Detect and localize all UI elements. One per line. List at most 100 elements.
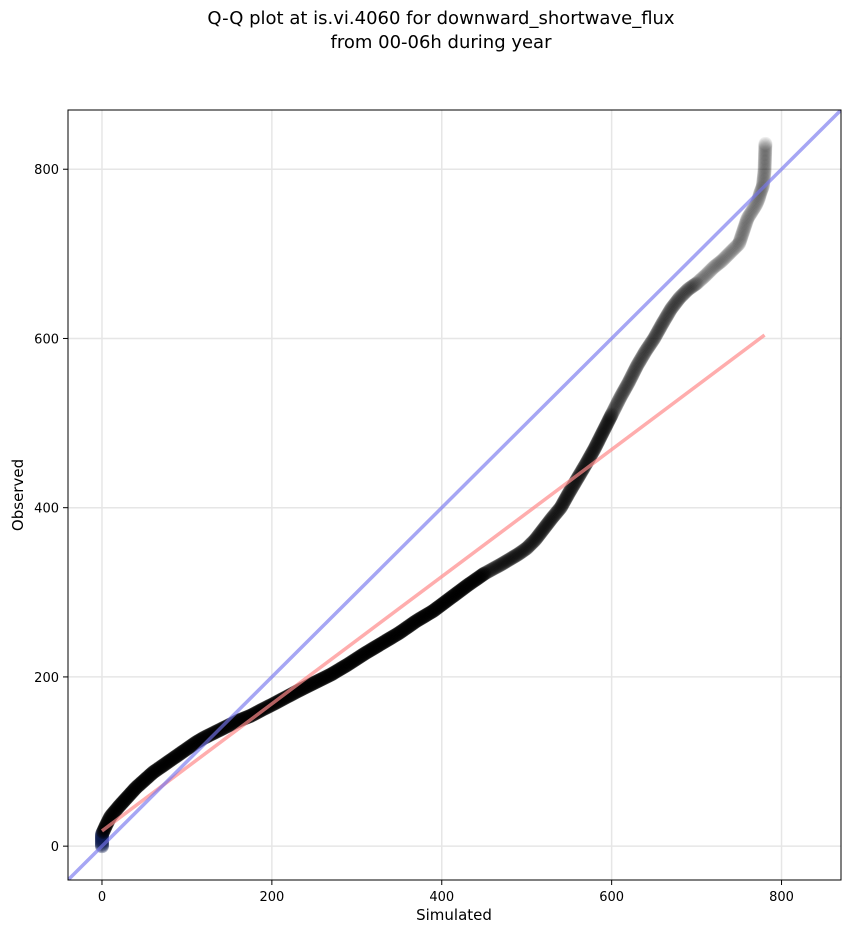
scatter-point — [656, 315, 671, 330]
scatter-point — [180, 741, 195, 756]
scatter-point — [349, 651, 364, 666]
scatter-point — [586, 443, 601, 458]
scatter-point — [595, 425, 610, 440]
scatter-point — [173, 746, 188, 761]
scatter-point — [455, 582, 470, 597]
scatter-point — [673, 289, 688, 304]
scatter-point — [637, 345, 652, 360]
scatter-point — [642, 337, 657, 352]
scatter-point — [721, 247, 736, 262]
scatter-point — [447, 588, 462, 603]
scatter-point — [117, 792, 132, 807]
scatter-point — [619, 378, 634, 393]
chart-subtitle: from 00-06h during year — [331, 32, 553, 53]
scatter-point — [637, 346, 652, 361]
scatter-point — [456, 581, 471, 596]
scatter-point — [432, 599, 447, 614]
scatter-point — [648, 328, 663, 343]
scatter-point — [559, 490, 574, 505]
scatter-point — [682, 281, 697, 296]
scatter-point — [158, 756, 173, 771]
scatter-point — [382, 631, 397, 646]
scatter-point — [276, 691, 291, 706]
scatter-point — [104, 808, 119, 823]
scatter-point — [391, 626, 406, 641]
scatter-point — [627, 364, 642, 379]
scatter-point — [546, 508, 561, 523]
scatter-point — [672, 290, 687, 305]
scatter-point — [570, 472, 585, 487]
scatter-point — [755, 177, 770, 192]
scatter-point — [99, 816, 114, 831]
scatter-point — [626, 365, 641, 380]
scatter-point — [704, 262, 719, 277]
scatter-point — [602, 411, 617, 425]
scatter-point — [700, 266, 715, 281]
scatter-point — [446, 588, 461, 603]
scatter-point — [699, 267, 714, 282]
scatter-point — [609, 397, 624, 412]
scatter-point — [439, 594, 454, 609]
scatter-point — [737, 219, 752, 234]
scatter-point — [726, 242, 741, 257]
reference-lines — [68, 110, 841, 880]
scatter-point — [342, 656, 357, 671]
scatter-point — [706, 260, 721, 275]
scatter-point — [336, 660, 351, 675]
scatter-point — [171, 747, 186, 762]
scatter-point — [411, 612, 426, 627]
scatter-point — [393, 625, 408, 640]
scatter-point — [124, 785, 139, 800]
scatter-point — [758, 143, 773, 158]
scatter-point — [512, 546, 527, 561]
y-tick-label: 400 — [34, 502, 59, 517]
y-axis-label: Observed — [9, 459, 27, 531]
scatter-point — [122, 788, 137, 803]
scatter-point — [490, 559, 505, 574]
scatter-point — [530, 529, 545, 544]
scatter-point — [620, 377, 635, 392]
scatter-point — [117, 793, 132, 808]
scatter-point — [665, 299, 680, 314]
scatter-point — [675, 288, 690, 303]
scatter-point — [699, 266, 714, 281]
scatter-point — [601, 413, 616, 428]
scatter-point — [277, 691, 292, 706]
scatter-point — [628, 361, 643, 376]
scatter-point — [659, 309, 674, 324]
scatter-point — [559, 489, 574, 504]
scatter-point — [651, 322, 666, 337]
scatter-point — [725, 243, 740, 258]
scatter-point — [676, 287, 691, 302]
scatter-point — [638, 344, 653, 359]
scatter-point — [603, 409, 618, 424]
scatter-point — [143, 768, 158, 783]
scatter-point — [745, 203, 760, 218]
scatter-point — [652, 321, 667, 336]
scatter-point — [590, 435, 605, 450]
scatter-point — [717, 250, 732, 265]
scatter-point — [172, 747, 187, 762]
scatter-point — [317, 670, 332, 685]
scatter-point — [185, 738, 200, 753]
scatter-point — [584, 446, 599, 461]
scatter-point — [631, 356, 646, 371]
scatter-point — [618, 380, 633, 395]
scatter-point — [599, 417, 614, 432]
scatter-point — [606, 404, 621, 419]
scatter-point — [494, 557, 509, 572]
scatter-point — [510, 547, 525, 562]
scatter-point — [328, 664, 343, 679]
y-tick-label: 0 — [51, 840, 59, 855]
scatter-point — [607, 401, 622, 416]
scatter-point — [174, 745, 189, 760]
scatter-point — [741, 209, 756, 224]
scatter-point — [463, 576, 478, 591]
scatter-point — [396, 622, 411, 637]
plot-area — [68, 110, 841, 880]
scatter-point — [639, 343, 654, 358]
scatter-point — [430, 600, 445, 615]
scatter-point — [525, 535, 540, 550]
scatter-point — [614, 388, 629, 403]
scatter-point — [596, 423, 611, 438]
